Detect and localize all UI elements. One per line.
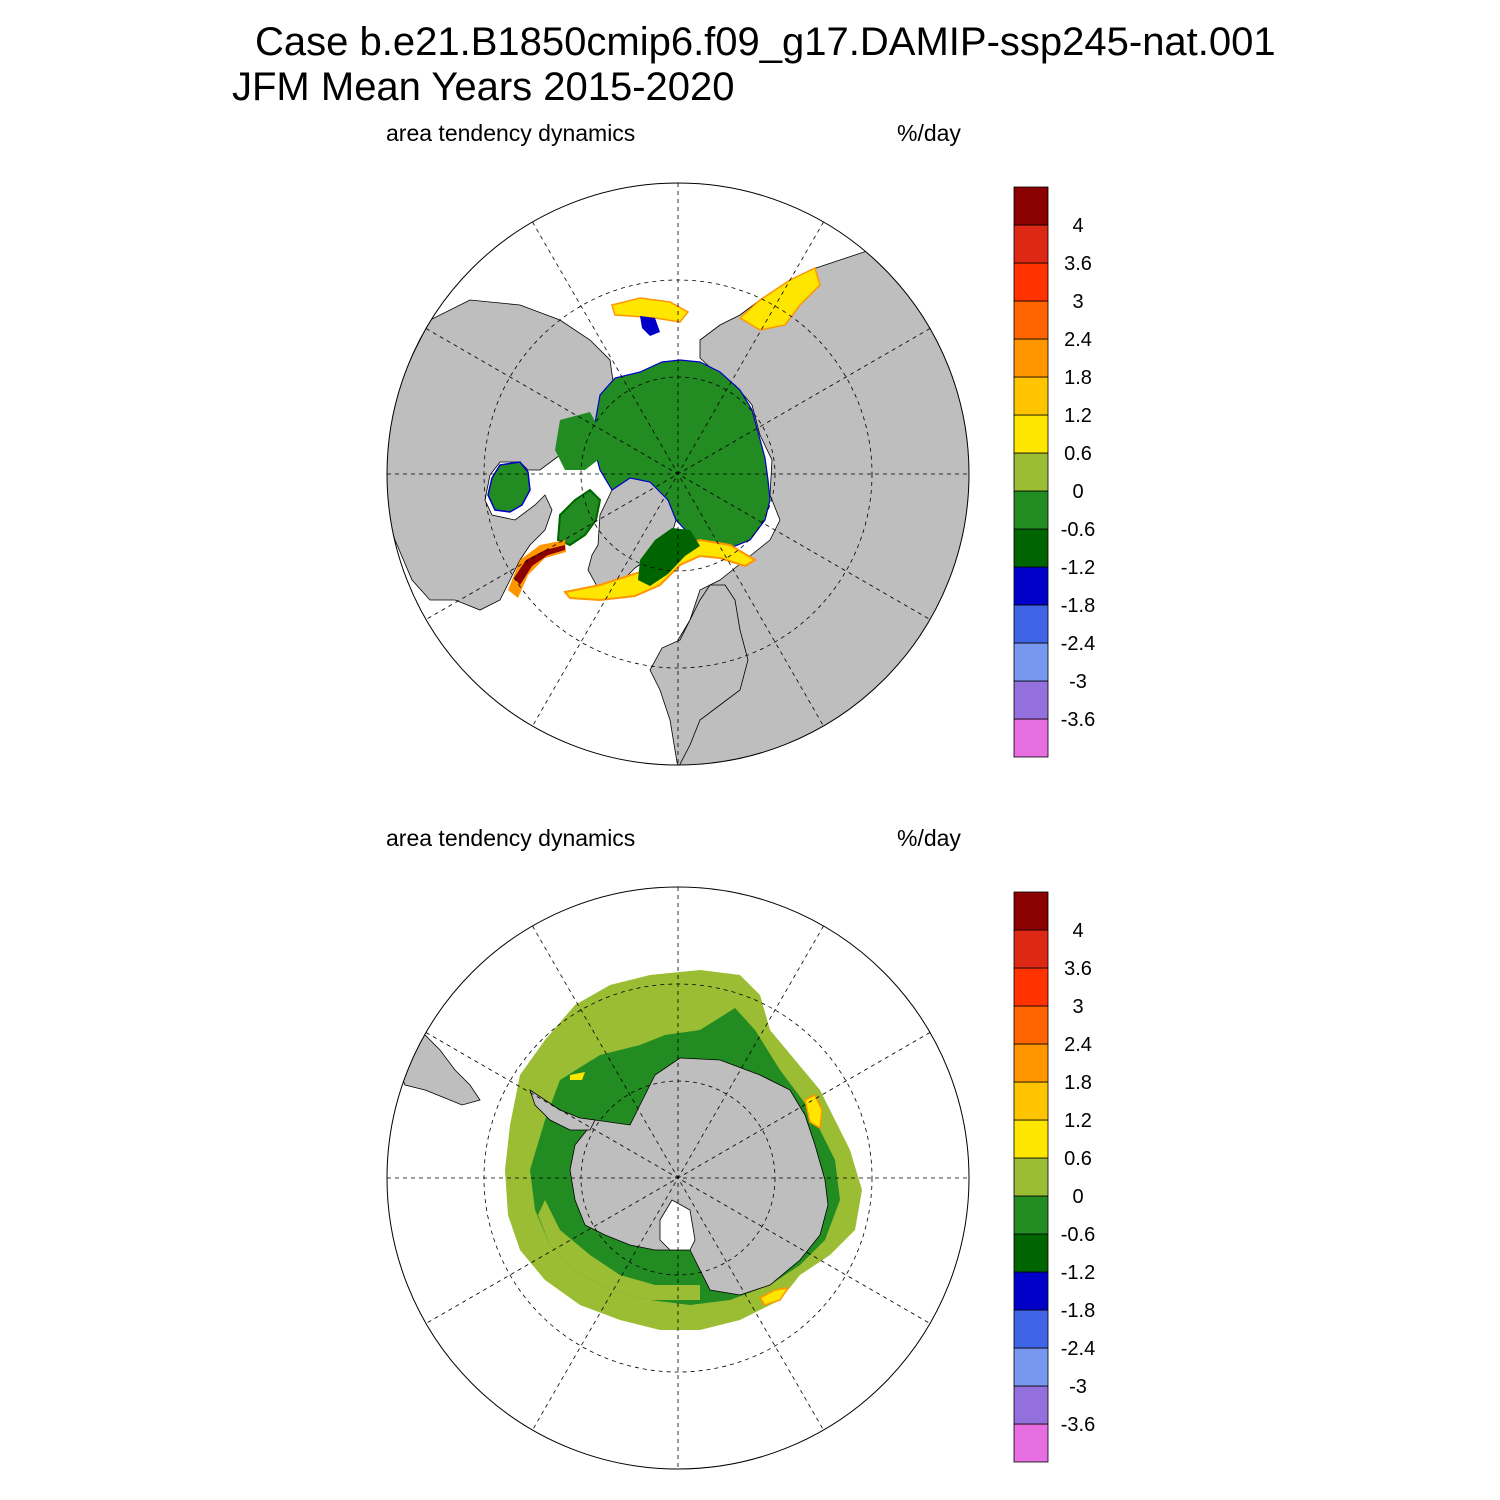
north-colorbar: -3.6 -3 -2.4 -1.8 -1.2 -0.6 0 0.6 1.2 1.8 2.4 3 3.6 4	[1013, 186, 1095, 758]
north-colorbar-box	[1013, 680, 1049, 720]
north-graticule	[387, 183, 969, 765]
north-panel-left-label: area tendency dynamics	[386, 120, 636, 146]
south-colorbar-box	[1013, 1423, 1049, 1463]
north-barents-ice	[638, 528, 700, 586]
north-colorbar-label: -3.6	[1061, 709, 1095, 731]
south-margin-weddell	[570, 1072, 585, 1080]
south-colorbar-box	[1013, 1233, 1049, 1273]
south-colorbar-label: -3	[1069, 1376, 1087, 1398]
south-graticule	[387, 887, 969, 1469]
north-colorbar-label: -2.4	[1061, 633, 1095, 655]
south-colorbar: -3.6 -3 -2.4 -1.8 -1.2 -0.6 0 0.6 1.2 1.8 2.4 3 3.6 4	[1013, 891, 1095, 1463]
north-colorbar-label: -0.6	[1061, 519, 1095, 541]
north-colorbar-box	[1013, 566, 1049, 606]
south-panel-units-label: %/day	[897, 825, 961, 851]
north-colorbar-box	[1013, 414, 1049, 454]
north-colorbar-box	[1013, 490, 1049, 530]
south-colorbar-box	[1013, 1119, 1049, 1159]
north-hudson-bay	[487, 461, 531, 513]
south-colorbar-label: 0	[1072, 1186, 1083, 1208]
north-colorbar-box	[1013, 452, 1049, 492]
north-colorbar-label: 0.6	[1064, 443, 1092, 465]
north-archipelago-ice	[555, 412, 600, 470]
north-colorbar-label: 3	[1072, 291, 1083, 313]
north-colorbar-box	[1013, 718, 1049, 758]
north-colorbar-box	[1013, 300, 1049, 340]
north-colorbar-box	[1013, 186, 1049, 226]
south-colorbar-box	[1013, 1157, 1049, 1197]
south-panel-left-label: area tendency dynamics	[386, 825, 636, 851]
north-colorbar-label: 0	[1072, 481, 1083, 503]
north-colorbar-label: -3	[1069, 671, 1087, 693]
south-colorbar-box	[1013, 1043, 1049, 1083]
north-colorbar-box	[1013, 224, 1049, 264]
north-labrador-margin-hot	[514, 545, 565, 585]
south-colorbar-box	[1013, 1309, 1049, 1349]
south-margin-east	[804, 1093, 823, 1130]
north-bering-strait-ice	[640, 316, 660, 336]
south-margin-ross	[758, 1286, 790, 1306]
north-colorbar-box	[1013, 642, 1049, 682]
north-colorbar-label: 4	[1072, 215, 1083, 237]
south-colorbar-box	[1013, 1271, 1049, 1311]
figure-title-period: JFM Mean Years 2015-2020	[232, 65, 735, 109]
north-colorbar-box	[1013, 528, 1049, 568]
north-colorbar-label: 2.4	[1064, 329, 1092, 351]
south-colorbar-label: 2.4	[1064, 1034, 1092, 1056]
south-colorbar-label: -1.8	[1061, 1300, 1095, 1322]
south-ross-ice-shelf	[659, 1199, 696, 1251]
south-colorbar-label: 0.6	[1064, 1148, 1092, 1170]
south-land-antarctica	[569, 1057, 829, 1296]
south-colorbar-box	[1013, 1005, 1049, 1045]
figure-title-case: Case b.e21.B1850cmip6.f09_g17.DAMIP-ssp2…	[255, 20, 1276, 64]
south-colorbar-label: -3.6	[1061, 1414, 1095, 1436]
north-bering-margin	[611, 297, 690, 323]
north-colorbar-box	[1013, 338, 1049, 378]
north-panel-units-label: %/day	[897, 120, 961, 146]
north-colorbar-label: -1.2	[1061, 557, 1095, 579]
north-polar-map	[386, 182, 970, 766]
north-colorbar-label: 1.8	[1064, 367, 1092, 389]
south-land-peninsula	[529, 1089, 596, 1131]
north-colorbar-label: 1.2	[1064, 405, 1092, 427]
south-colorbar-box	[1013, 1195, 1049, 1235]
north-colorbar-box	[1013, 262, 1049, 302]
south-colorbar-label: -1.2	[1061, 1262, 1095, 1284]
south-colorbar-label: 3	[1072, 996, 1083, 1018]
south-colorbar-label: 4	[1072, 920, 1083, 942]
south-colorbar-box	[1013, 967, 1049, 1007]
south-colorbar-box	[1013, 1081, 1049, 1121]
north-okhotsk-margin	[738, 266, 821, 331]
south-colorbar-label: -2.4	[1061, 1338, 1095, 1360]
north-land-europe	[649, 584, 749, 765]
south-polar-map	[386, 886, 970, 1470]
north-land-north-america	[387, 299, 616, 611]
south-colorbar-label: 1.8	[1064, 1072, 1092, 1094]
north-colorbar-box	[1013, 376, 1049, 416]
north-labrador-margin	[508, 540, 566, 598]
south-colorbar-box	[1013, 891, 1049, 931]
south-colorbar-label: -0.6	[1061, 1224, 1095, 1246]
north-colorbar-label: -1.8	[1061, 595, 1095, 617]
south-colorbar-label: 1.2	[1064, 1110, 1092, 1132]
north-colorbar-box	[1013, 604, 1049, 644]
south-colorbar-box	[1013, 1385, 1049, 1425]
south-colorbar-box	[1013, 929, 1049, 969]
north-colorbar-label: 3.6	[1064, 253, 1092, 275]
south-colorbar-box	[1013, 1347, 1049, 1387]
south-colorbar-label: 3.6	[1064, 958, 1092, 980]
